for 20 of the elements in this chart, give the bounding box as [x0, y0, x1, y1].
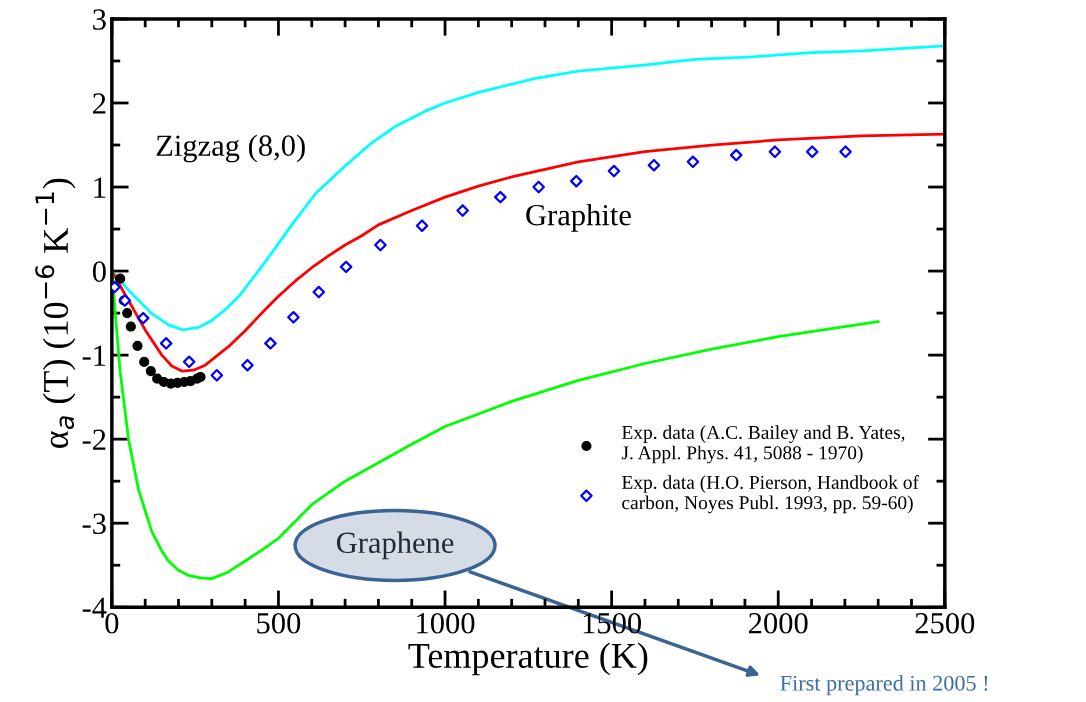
legend-label: Exp. data (H.O. Pierson, Handbook of carbon, Noyes Publ. 1993, pp. 59-60): [621, 475, 919, 514]
y-tick-label: 2: [93, 93, 106, 114]
y-tick-label: 3: [93, 9, 106, 30]
annotation: Graphite: [526, 203, 631, 232]
y-tick-label: 1: [94, 177, 106, 198]
annotation: Zigzag (8,0): [156, 134, 305, 163]
x-tick-label: 500: [257, 612, 301, 634]
y-tick-label: -2: [82, 429, 106, 450]
y-tick-label: -1: [82, 345, 106, 366]
y-tick-label: -3: [82, 513, 106, 535]
annotation: Graphene: [336, 531, 454, 560]
legend-label: Exp. data (A.C. Bailey and B. Yates, J. Appl. Phys. 41, 5088 - 1970): [621, 425, 905, 464]
x-tick-label: 2000: [749, 612, 808, 634]
x-axis-title: Temperature (K): [408, 642, 648, 676]
text: First prepared in 2005 !: [780, 675, 988, 696]
y-tick-label: 0: [92, 261, 106, 282]
x-tick-label: 1000: [417, 612, 475, 634]
y-axis-title: α$_{a}$ (T) (10$^{−6}$ K$^{−1}$): [35, 178, 76, 449]
y-tick-label: -4: [82, 597, 107, 618]
x-tick-label: 2500: [915, 612, 975, 634]
